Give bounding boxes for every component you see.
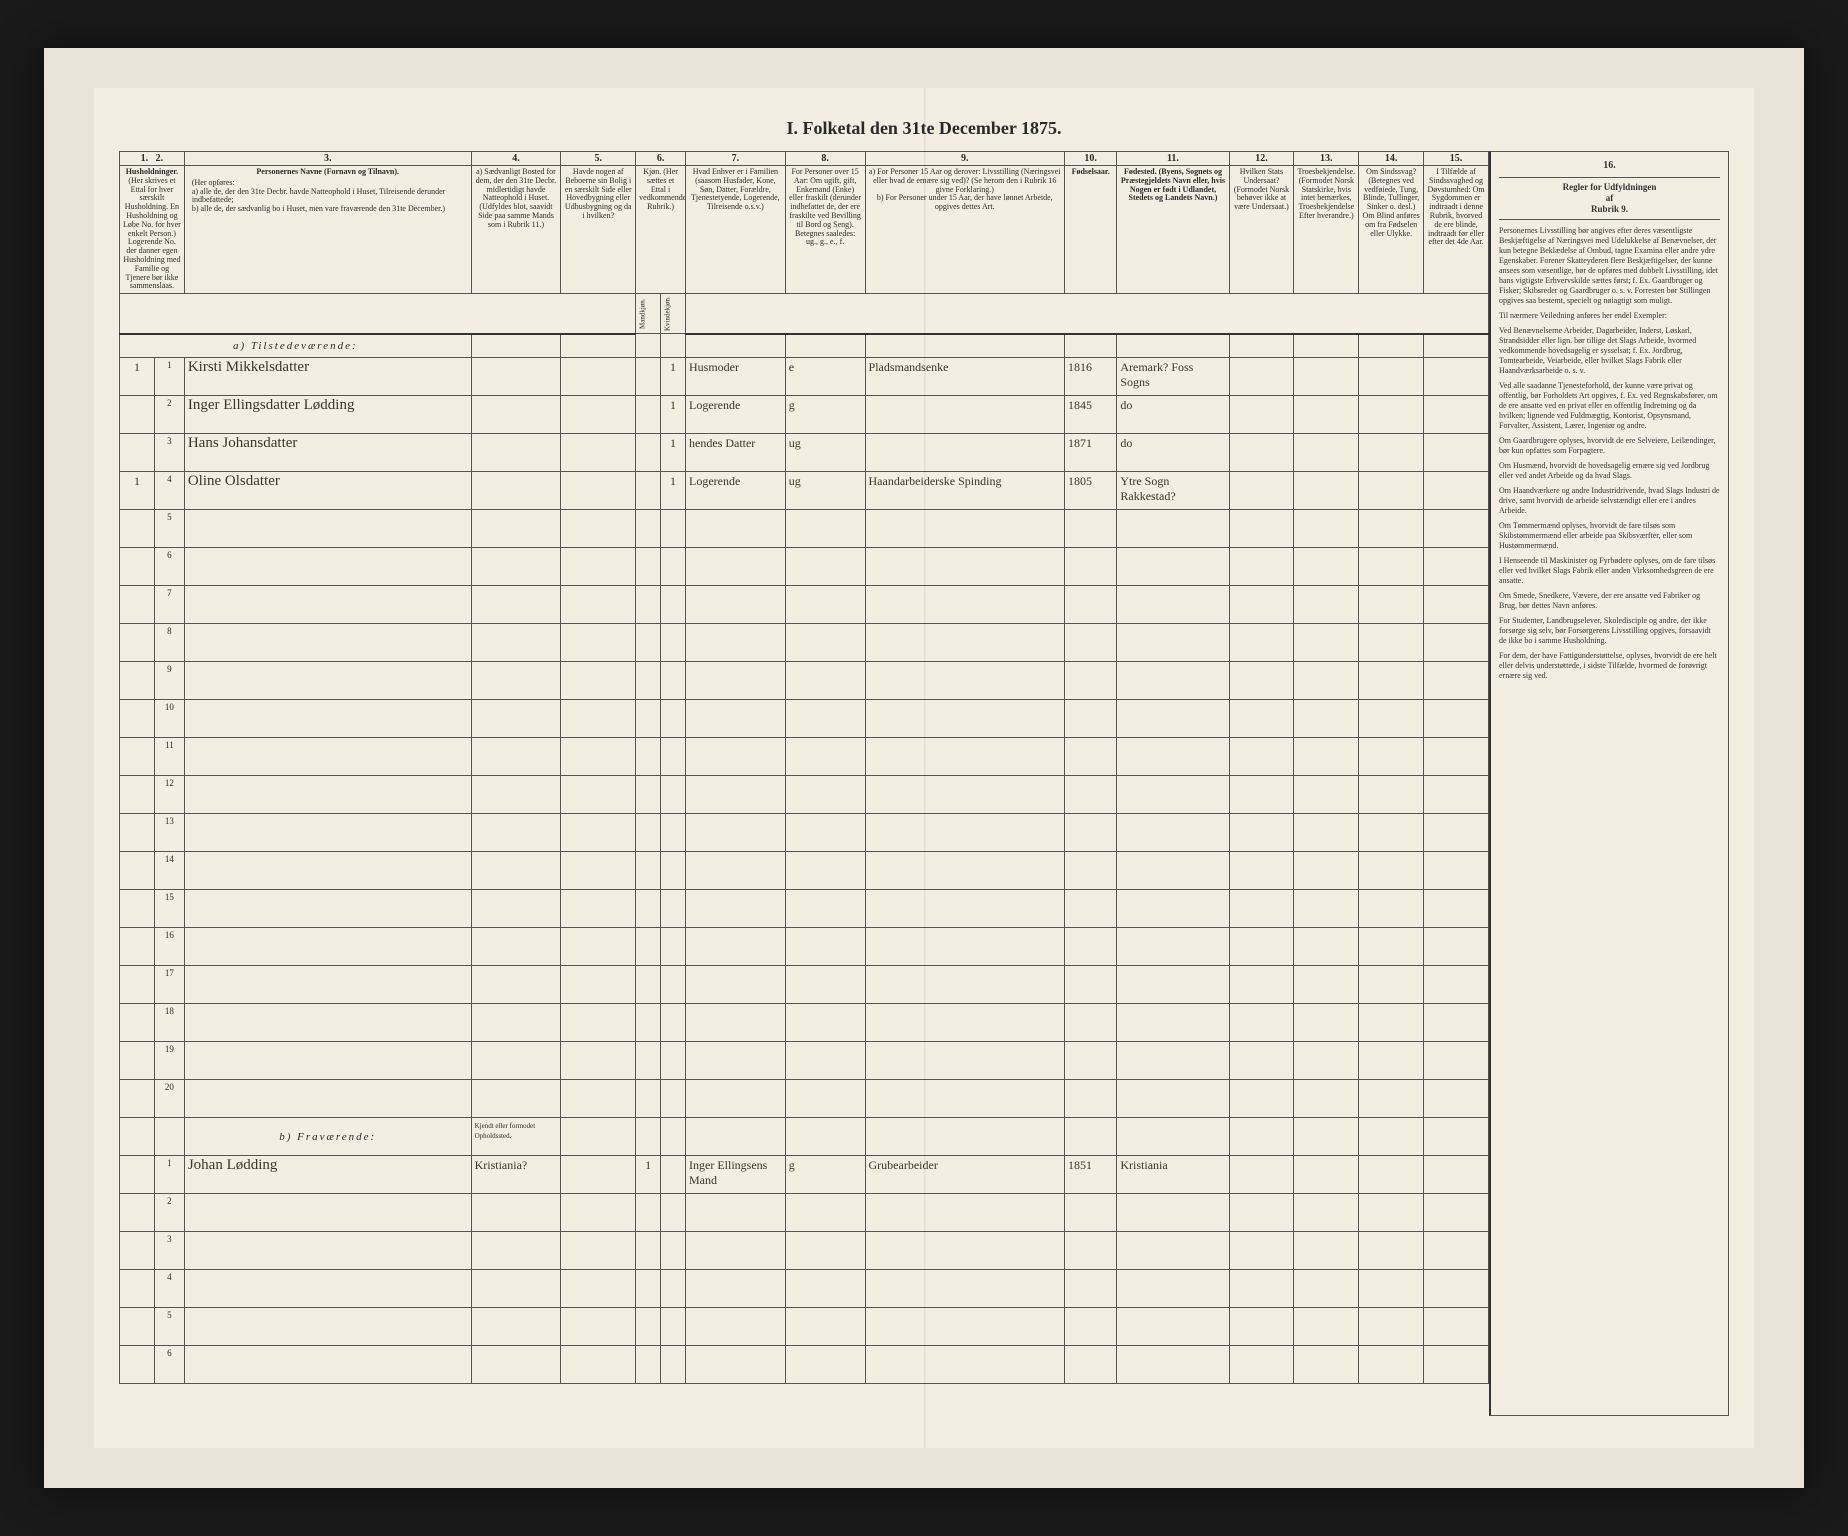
- coln-14: 14.: [1359, 152, 1424, 166]
- table-row: 14Oline Olsdatter1LogerendeugHaandarbeid…: [120, 472, 1489, 510]
- table-row: 10: [120, 700, 1489, 738]
- table-row: 6: [120, 1346, 1489, 1384]
- h9: a) For Personer 15 Aar og derover: Livss…: [865, 166, 1064, 294]
- table-row: 8: [120, 624, 1489, 662]
- coln-3: 3.: [184, 152, 471, 166]
- table-row: 19: [120, 1042, 1489, 1080]
- coln-13: 13.: [1294, 152, 1359, 166]
- table-row: 1Johan LøddingKristiania?1Inger Ellingse…: [120, 1156, 1489, 1194]
- h5: Havde nogen af Beboerne sin Bolig i en s…: [561, 166, 636, 294]
- grid-area: 1. 2. 3. 4. 5. 6. 7. 8. 9. 10. 11. 12. 1…: [119, 151, 1489, 1416]
- instruction-para: For dem, der have Fattigunderstøttelse, …: [1499, 651, 1720, 681]
- coln-4: 4.: [471, 152, 561, 166]
- scan-frame: I. Folketal den 31te December 1875. 1. 2…: [44, 48, 1804, 1488]
- instruction-para: Ved alle saadanne Tjenesteforhold, der k…: [1499, 381, 1720, 431]
- coln-1-2: 1. 2.: [120, 152, 185, 166]
- coln-10: 10.: [1065, 152, 1117, 166]
- h6b: Kvindekjøn.: [661, 294, 686, 334]
- table-row: 2Inger Ellingsdatter Lødding1Logerendeg1…: [120, 396, 1489, 434]
- instruction-para: Personernes Livsstilling bør angives eft…: [1499, 226, 1720, 306]
- section-absent: b) Fraværende:Kjendt eller formodet Opho…: [120, 1118, 1489, 1156]
- table-row: 13: [120, 814, 1489, 852]
- instructions-panel: 16. Regler for Udfyldningen af Rubrik 9.…: [1489, 151, 1729, 1416]
- h6a: Mandkjøn.: [636, 294, 661, 334]
- coln-6: 6.: [636, 152, 686, 166]
- census-page: I. Folketal den 31te December 1875. 1. 2…: [94, 88, 1754, 1448]
- table-row: 7: [120, 586, 1489, 624]
- table-body: a) Tilstedeværende:11Kirsti Mikkelsdatte…: [120, 334, 1489, 1384]
- h15: I Tilfælde af Sindssvaghed og Døvstumhed…: [1424, 166, 1489, 294]
- coln-8: 8.: [785, 152, 865, 166]
- h4: a) Sædvanligt Bosted for dem, der den 31…: [471, 166, 561, 294]
- table-row: 14: [120, 852, 1489, 890]
- h11: Fødested. (Byens, Sognets og Præstegjeld…: [1117, 166, 1229, 294]
- coln-15: 15.: [1424, 152, 1489, 166]
- header-row: Husholdninger. (Her skrives et Ettal for…: [120, 166, 1489, 294]
- h12: Hvilken Stats Undersaat? (Formodet Norsk…: [1229, 166, 1294, 294]
- col16-num: 16.: [1499, 158, 1720, 178]
- table-row: 11: [120, 738, 1489, 776]
- table-row: 17: [120, 966, 1489, 1004]
- instruction-para: I Henseende til Maskinister og Fyrbødere…: [1499, 556, 1720, 586]
- h1: Husholdninger. (Her skrives et Ettal for…: [120, 166, 185, 294]
- instruction-para: Til nærmere Veiledning anføres her endel…: [1499, 311, 1720, 321]
- census-table: 1. 2. 3. 4. 5. 6. 7. 8. 9. 10. 11. 12. 1…: [119, 151, 1489, 1384]
- table-row: 12: [120, 776, 1489, 814]
- instruction-para: Om Gaardbrugere oplyses, hvorvidt de ere…: [1499, 436, 1720, 456]
- table-row: 6: [120, 548, 1489, 586]
- table-row: 11Kirsti Mikkelsdatter1HusmoderePladsman…: [120, 358, 1489, 396]
- h13: Troesbekjendelse. (Formodet Norsk Statsk…: [1294, 166, 1359, 294]
- table-row: 3Hans Johansdatter1hendes Datterug1871do: [120, 434, 1489, 472]
- table-row: 2: [120, 1194, 1489, 1232]
- instruction-para: Om Smede, Snedkere, Vævere, der ere ansa…: [1499, 591, 1720, 611]
- table-row: 16: [120, 928, 1489, 966]
- table-head: 1. 2. 3. 4. 5. 6. 7. 8. 9. 10. 11. 12. 1…: [120, 152, 1489, 334]
- instruction-para: Om Tømmermænd oplyses, hvorvidt de fare …: [1499, 521, 1720, 551]
- h8: For Personer over 15 Aar: Om ugift, gift…: [785, 166, 865, 294]
- instructions-header: Regler for Udfyldningen af Rubrik 9.: [1499, 182, 1720, 221]
- table-row: 5: [120, 510, 1489, 548]
- instruction-para: For Studenter, Landbrugselever, Skoledis…: [1499, 616, 1720, 646]
- coln-7: 7.: [686, 152, 786, 166]
- table-row: 20: [120, 1080, 1489, 1118]
- table-row: 5: [120, 1308, 1489, 1346]
- instruction-para: Om Husmænd, hvorvidt de hovedsagelig ern…: [1499, 461, 1720, 481]
- h14: Om Sindssvag? (Betegnes ved vedføiede, T…: [1359, 166, 1424, 294]
- section-present: a) Tilstedeværende:: [120, 334, 1489, 358]
- h10: Fødselsaar.: [1065, 166, 1117, 294]
- h6: Kjøn. (Her sættes et Ettal i vedkommende…: [636, 166, 686, 294]
- h3: Personernes Navne (Fornavn og Tilnavn). …: [184, 166, 471, 294]
- coln-12: 12.: [1229, 152, 1294, 166]
- table-row: 4: [120, 1270, 1489, 1308]
- coln-11: 11.: [1117, 152, 1229, 166]
- instructions-body: Personernes Livsstilling bør angives eft…: [1499, 226, 1720, 681]
- instruction-para: Ved Benævnelserne Arbeider, Dagarbeider,…: [1499, 326, 1720, 376]
- table-row: 9: [120, 662, 1489, 700]
- page-title: I. Folketal den 31te December 1875.: [119, 118, 1729, 139]
- coln-5: 5.: [561, 152, 636, 166]
- table-row: 15: [120, 890, 1489, 928]
- sheet: 1. 2. 3. 4. 5. 6. 7. 8. 9. 10. 11. 12. 1…: [119, 151, 1729, 1416]
- table-row: 3: [120, 1232, 1489, 1270]
- h7: Hvad Enhver er i Familien (saasom Husfad…: [686, 166, 786, 294]
- table-row: 18: [120, 1004, 1489, 1042]
- instruction-para: Om Haandværkere og andre Industridrivend…: [1499, 486, 1720, 516]
- sex-subhead: Mandkjøn. Kvindekjøn.: [120, 294, 1489, 334]
- coln-9: 9.: [865, 152, 1064, 166]
- col-number-row: 1. 2. 3. 4. 5. 6. 7. 8. 9. 10. 11. 12. 1…: [120, 152, 1489, 166]
